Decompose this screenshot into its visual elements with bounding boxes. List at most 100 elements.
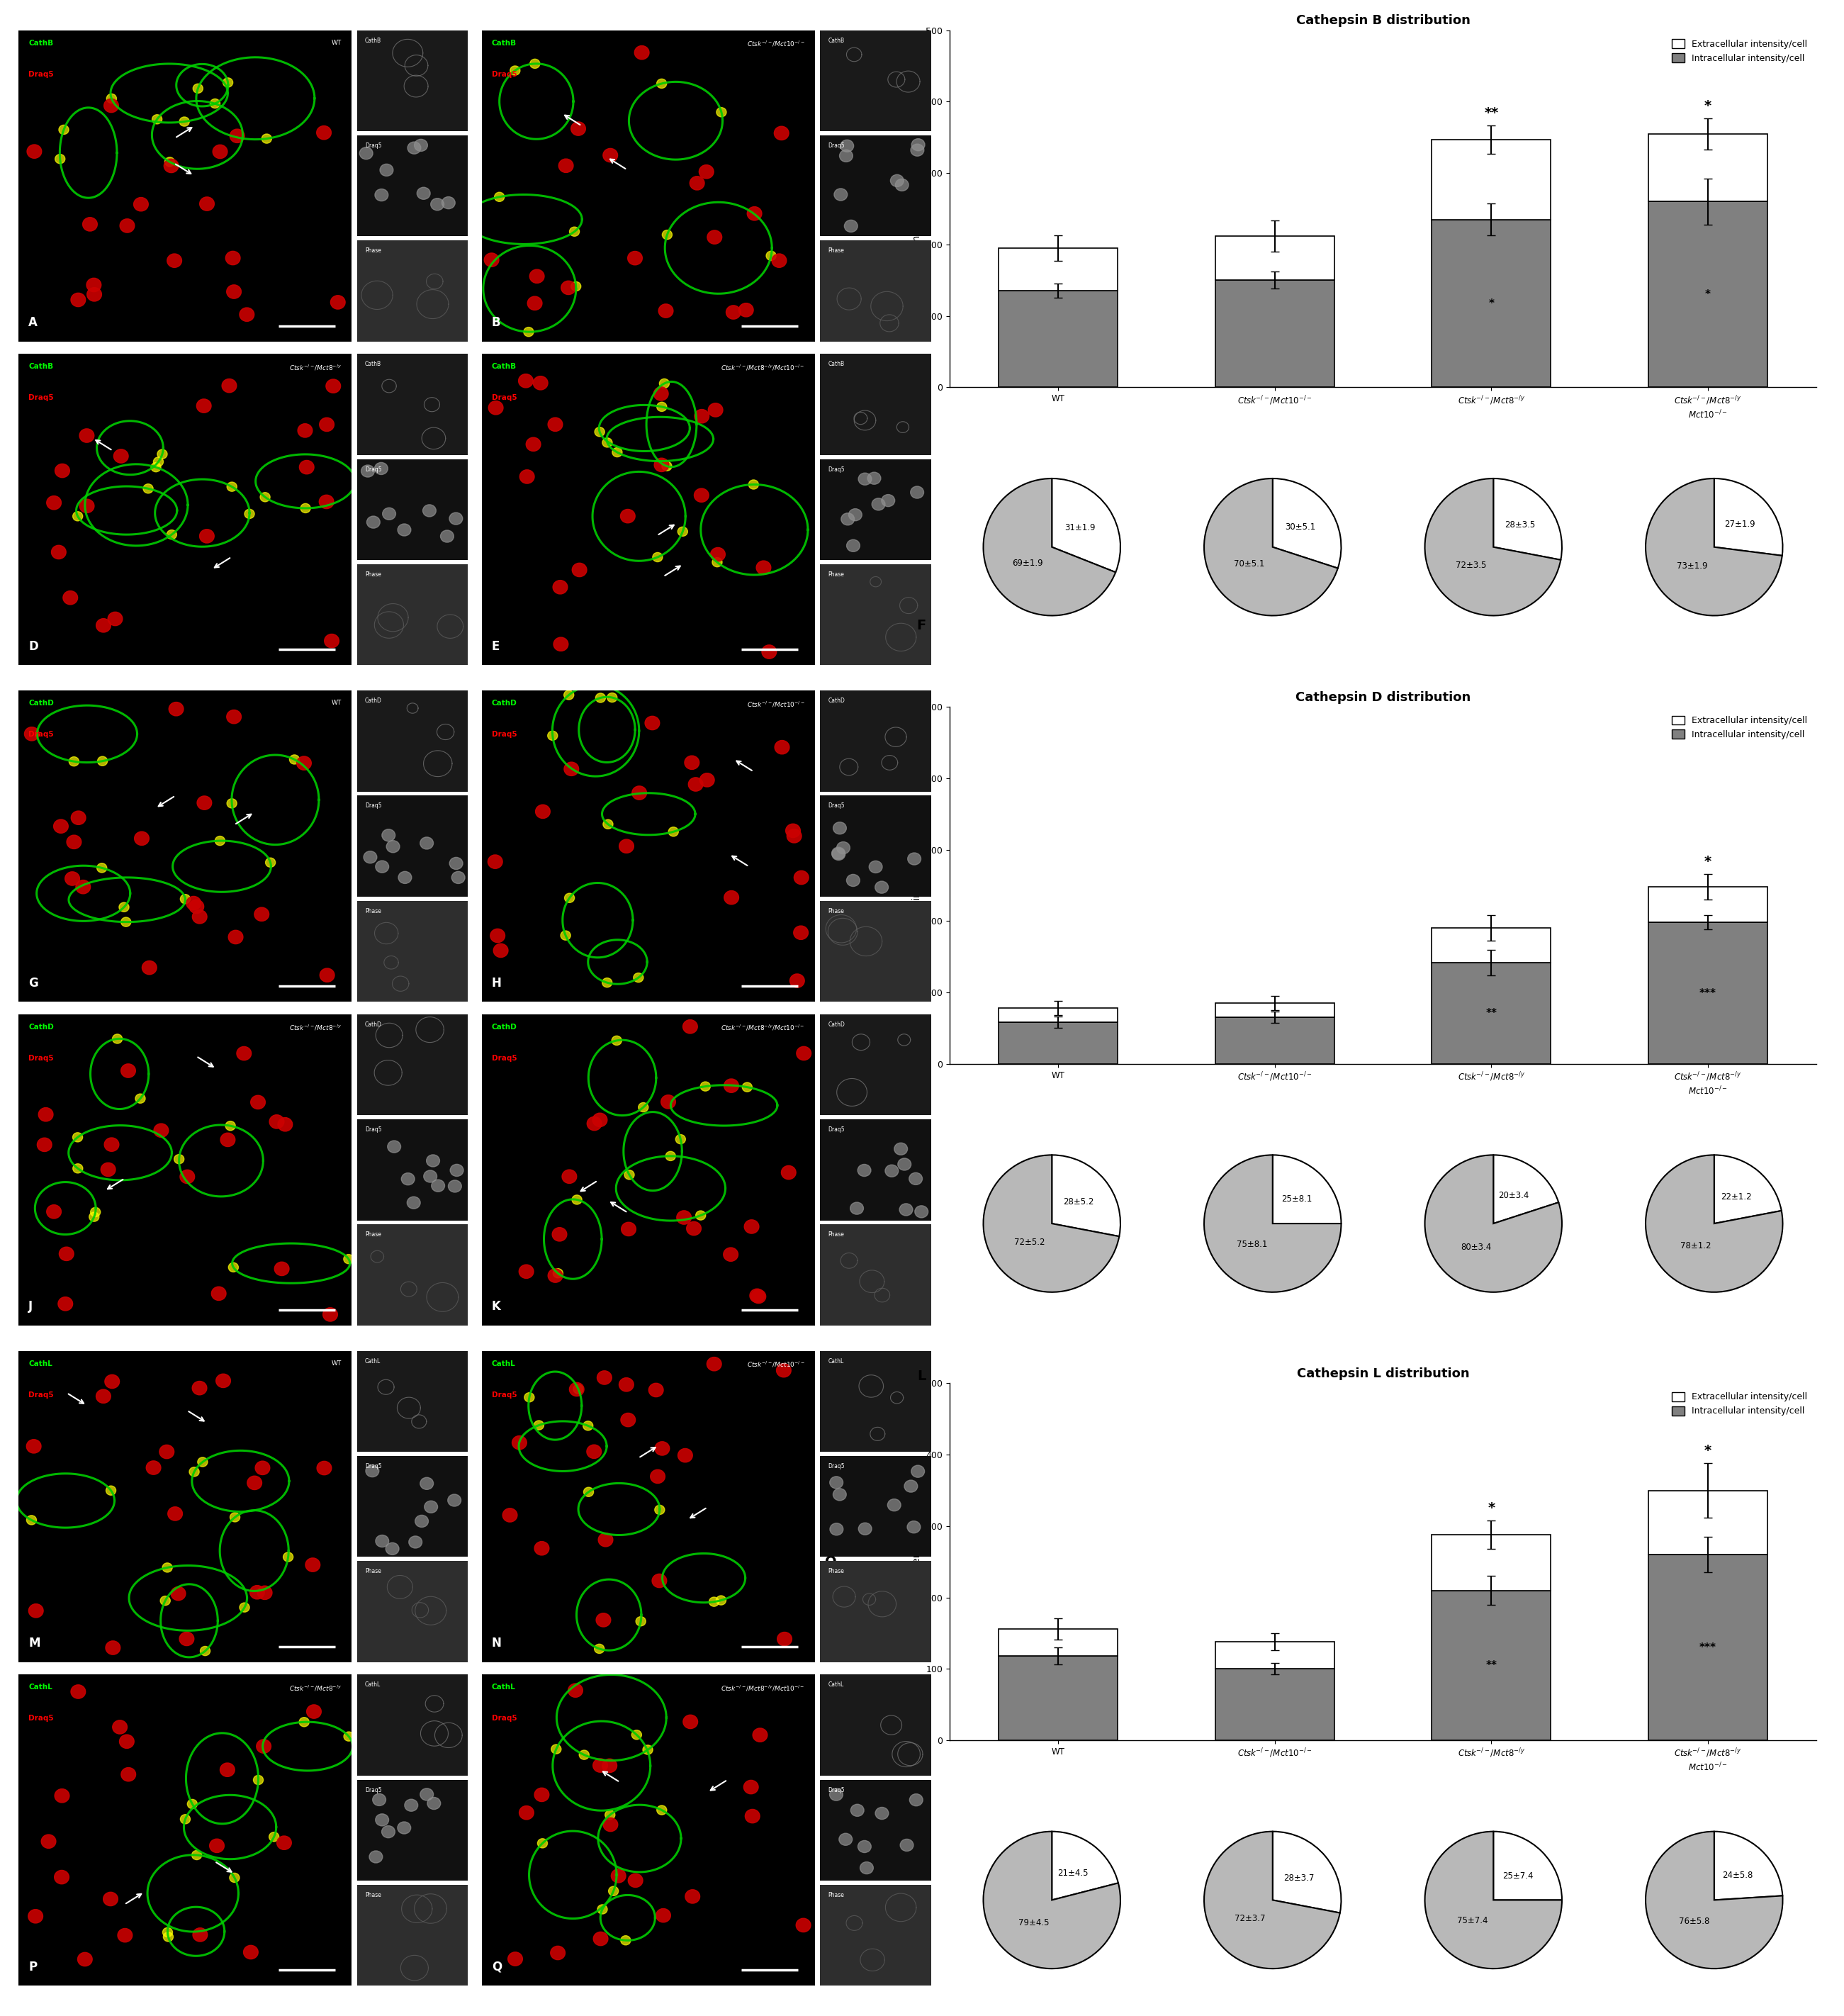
Circle shape xyxy=(387,841,400,853)
Circle shape xyxy=(216,1375,230,1387)
Circle shape xyxy=(526,437,540,452)
Circle shape xyxy=(876,881,889,893)
Text: CathD: CathD xyxy=(365,698,382,704)
Circle shape xyxy=(586,1117,601,1131)
Bar xyxy=(998,248,1117,290)
Circle shape xyxy=(96,619,111,633)
Circle shape xyxy=(249,1585,264,1599)
Text: CathL: CathL xyxy=(492,1361,516,1367)
Circle shape xyxy=(227,284,242,298)
Circle shape xyxy=(306,1558,321,1572)
Text: Draq5: Draq5 xyxy=(828,143,845,149)
Circle shape xyxy=(247,1476,262,1490)
Wedge shape xyxy=(1715,1155,1781,1224)
Bar xyxy=(1649,887,1768,923)
Circle shape xyxy=(225,1121,236,1131)
Bar xyxy=(1215,236,1335,280)
Bar xyxy=(1215,280,1335,387)
Circle shape xyxy=(725,1079,739,1093)
Text: Phase: Phase xyxy=(365,571,382,577)
Circle shape xyxy=(162,1927,173,1937)
Circle shape xyxy=(603,821,612,829)
Circle shape xyxy=(372,1794,385,1806)
Circle shape xyxy=(159,1445,173,1460)
Text: P: P xyxy=(28,1960,37,1974)
Circle shape xyxy=(668,827,679,837)
Circle shape xyxy=(553,581,568,595)
Text: Draq5: Draq5 xyxy=(492,71,516,79)
Circle shape xyxy=(112,1720,127,1734)
Circle shape xyxy=(424,1500,437,1512)
Circle shape xyxy=(793,925,808,939)
Circle shape xyxy=(839,149,852,161)
Circle shape xyxy=(655,1506,664,1514)
Text: CathL: CathL xyxy=(828,1359,845,1365)
Circle shape xyxy=(632,786,647,800)
Circle shape xyxy=(662,230,673,240)
Circle shape xyxy=(833,187,848,202)
Circle shape xyxy=(266,859,275,867)
Text: CathL: CathL xyxy=(28,1683,52,1691)
Circle shape xyxy=(420,837,433,849)
Circle shape xyxy=(548,1268,562,1282)
Circle shape xyxy=(72,512,83,520)
Circle shape xyxy=(105,1641,120,1655)
Legend: Extracellular intensity/cell, Intracellular intensity/cell: Extracellular intensity/cell, Intracellu… xyxy=(1667,712,1813,744)
Text: CathB: CathB xyxy=(492,40,516,46)
Text: CathB: CathB xyxy=(28,363,53,371)
Circle shape xyxy=(87,278,101,292)
Text: CathD: CathD xyxy=(28,700,53,708)
Circle shape xyxy=(112,1034,122,1044)
Circle shape xyxy=(662,462,671,472)
Text: $\it{Ctsk}^{-/-}/Mct8^{-/y}/Mct10^{-/-}$: $\it{Ctsk}^{-/-}/Mct8^{-/y}/Mct10^{-/-}$ xyxy=(721,1683,804,1693)
Circle shape xyxy=(553,637,568,651)
Wedge shape xyxy=(1645,1831,1783,1968)
Bar xyxy=(1431,962,1551,1064)
Wedge shape xyxy=(1272,478,1341,569)
Text: Draq5: Draq5 xyxy=(828,1464,845,1470)
Circle shape xyxy=(227,710,242,724)
Circle shape xyxy=(65,871,79,885)
Y-axis label: Signal intensity/cell: Signal intensity/cell xyxy=(913,161,922,256)
Circle shape xyxy=(229,1262,238,1272)
Circle shape xyxy=(529,270,544,282)
Circle shape xyxy=(885,1165,898,1177)
Bar xyxy=(1215,1004,1335,1018)
Text: Draq5: Draq5 xyxy=(365,143,382,149)
Text: Q: Q xyxy=(492,1960,502,1974)
Bar xyxy=(1649,1554,1768,1740)
Circle shape xyxy=(686,1222,701,1236)
Text: *: * xyxy=(1704,99,1711,113)
Circle shape xyxy=(243,1945,258,1960)
Title: Cathepsin D distribution: Cathepsin D distribution xyxy=(1294,691,1472,704)
Circle shape xyxy=(629,1873,644,1887)
Circle shape xyxy=(168,1506,183,1520)
Circle shape xyxy=(278,1117,293,1131)
Circle shape xyxy=(164,157,175,167)
Wedge shape xyxy=(1494,478,1562,560)
Circle shape xyxy=(55,1788,70,1802)
Text: 76±5.8: 76±5.8 xyxy=(1678,1917,1709,1925)
Circle shape xyxy=(409,1536,422,1548)
Circle shape xyxy=(164,159,179,173)
Circle shape xyxy=(741,1083,752,1093)
Circle shape xyxy=(594,427,605,437)
Circle shape xyxy=(319,496,334,508)
Circle shape xyxy=(553,1268,562,1278)
Text: Draq5: Draq5 xyxy=(365,802,382,808)
Circle shape xyxy=(795,871,810,885)
Bar xyxy=(1431,139,1551,220)
Bar xyxy=(1649,1490,1768,1554)
Circle shape xyxy=(343,1732,354,1742)
Circle shape xyxy=(559,159,573,173)
Circle shape xyxy=(431,198,444,210)
Circle shape xyxy=(201,1647,210,1655)
Circle shape xyxy=(103,99,118,113)
Circle shape xyxy=(227,798,236,808)
Text: $\it{Ctsk}^{-/-}/Mct8^{-/y}/Mct10^{-/-}$: $\it{Ctsk}^{-/-}/Mct8^{-/y}/Mct10^{-/-}$ xyxy=(721,363,804,373)
Circle shape xyxy=(210,99,219,109)
Circle shape xyxy=(221,379,236,393)
Circle shape xyxy=(570,228,579,236)
Text: Draq5: Draq5 xyxy=(492,732,516,738)
Circle shape xyxy=(374,190,389,202)
